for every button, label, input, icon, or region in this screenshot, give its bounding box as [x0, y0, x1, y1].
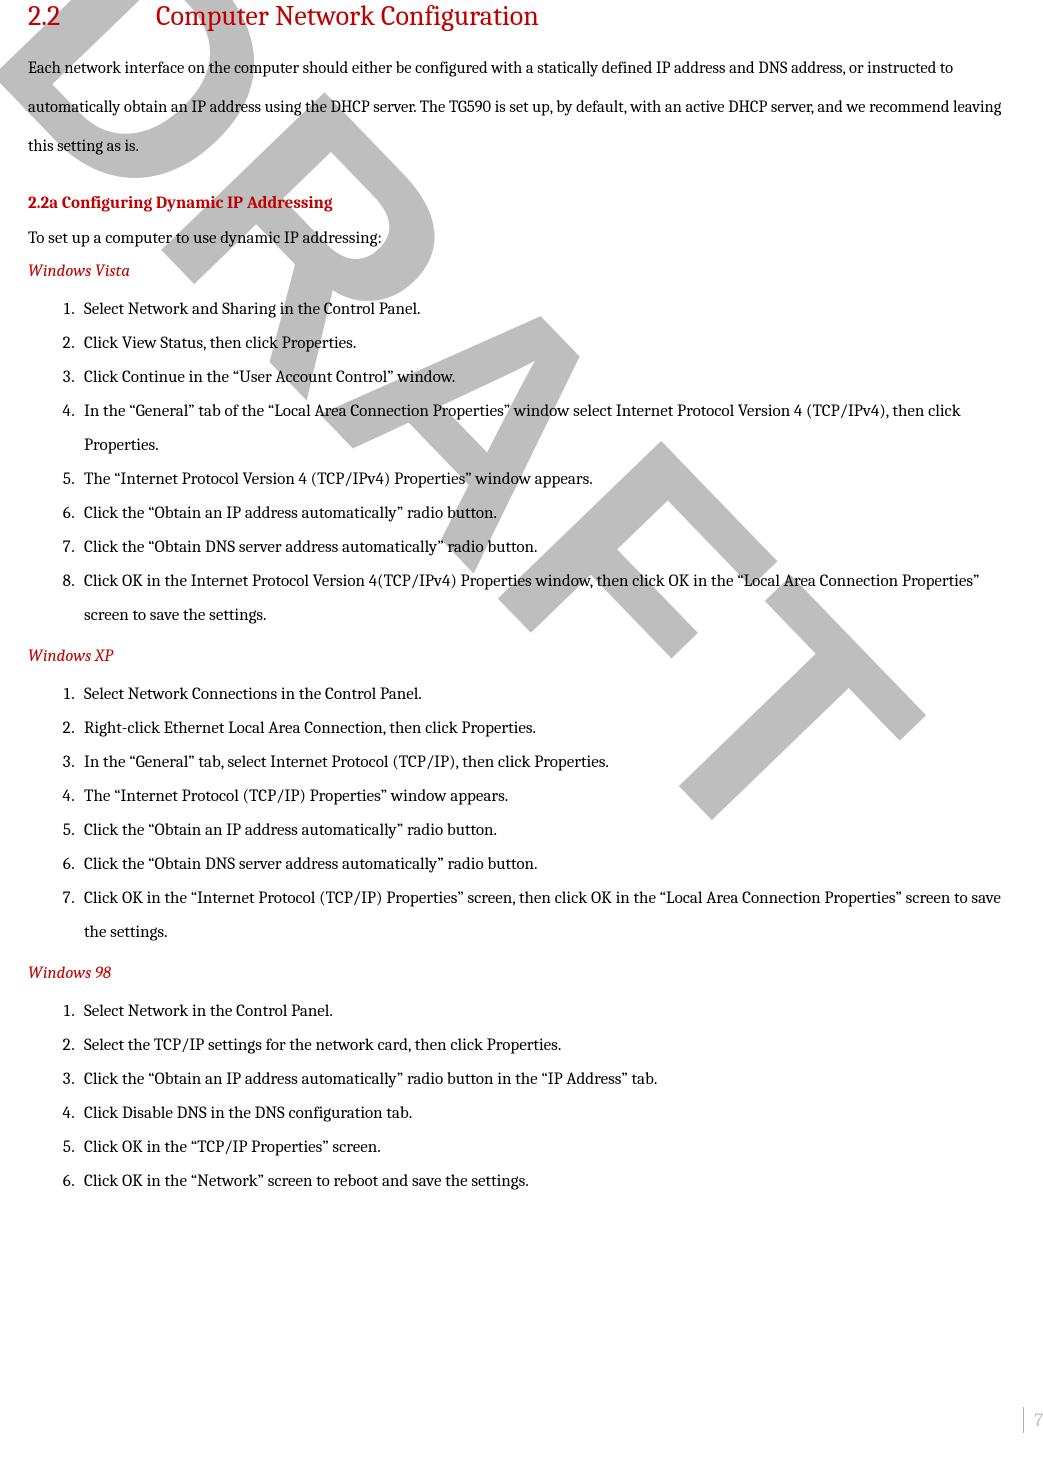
list-item: The “Internet Protocol Version 4 (TCP/IP… [78, 463, 1015, 497]
list-item: Click View Status, then click Properties… [78, 327, 1015, 361]
steps-list-xp: Select Network Connections in the Contro… [28, 678, 1015, 950]
list-item: Click the “Obtain an IP address automati… [78, 497, 1015, 531]
steps-list-vista: Select Network and Sharing in the Contro… [28, 293, 1015, 633]
section-intro: Each network interface on the computer s… [28, 50, 1015, 166]
list-item: Click OK in the Internet Protocol Versio… [78, 565, 1015, 633]
os-heading-vista: Windows Vista [28, 262, 1015, 281]
section-number: 2.2 [28, 0, 156, 32]
list-item: Click Continue in the “User Account Cont… [78, 361, 1015, 395]
steps-list-98: Select Network in the Control Panel. Sel… [28, 995, 1015, 1199]
list-item: Click OK in the “TCP/IP Properties” scre… [78, 1131, 1015, 1165]
list-item: Select Network Connections in the Contro… [78, 678, 1015, 712]
list-item: Select Network in the Control Panel. [78, 995, 1015, 1029]
list-item: Click Disable DNS in the DNS configurati… [78, 1097, 1015, 1131]
list-item: Click the “Obtain DNS server address aut… [78, 531, 1015, 565]
section-heading: 2.2Computer Network Configuration [28, 0, 1015, 32]
list-item: In the “General” tab, select Internet Pr… [78, 746, 1015, 780]
list-item: Right-click Ethernet Local Area Connecti… [78, 712, 1015, 746]
list-item: Click the “Obtain an IP address automati… [78, 814, 1015, 848]
os-heading-98: Windows 98 [28, 964, 1015, 983]
os-heading-xp: Windows XP [28, 647, 1015, 666]
list-item: Click OK in the “Internet Protocol (TCP/… [78, 882, 1015, 950]
list-item: Select Network and Sharing in the Contro… [78, 293, 1015, 327]
section-title: Computer Network Configuration [156, 0, 539, 32]
subsection-heading: 2.2a Configuring Dynamic IP Addressing [28, 194, 1015, 213]
subsection-lead: To set up a computer to use dynamic IP a… [28, 229, 1015, 248]
list-item: In the “General” tab of the “Local Area … [78, 395, 1015, 463]
list-item: Click the “Obtain DNS server address aut… [78, 848, 1015, 882]
list-item: Click OK in the “Network” screen to rebo… [78, 1165, 1015, 1199]
list-item: Click the “Obtain an IP address automati… [78, 1063, 1015, 1097]
list-item: Select the TCP/IP settings for the netwo… [78, 1029, 1015, 1063]
list-item: The “Internet Protocol (TCP/IP) Properti… [78, 780, 1015, 814]
page-number: 7 [1023, 1407, 1043, 1433]
